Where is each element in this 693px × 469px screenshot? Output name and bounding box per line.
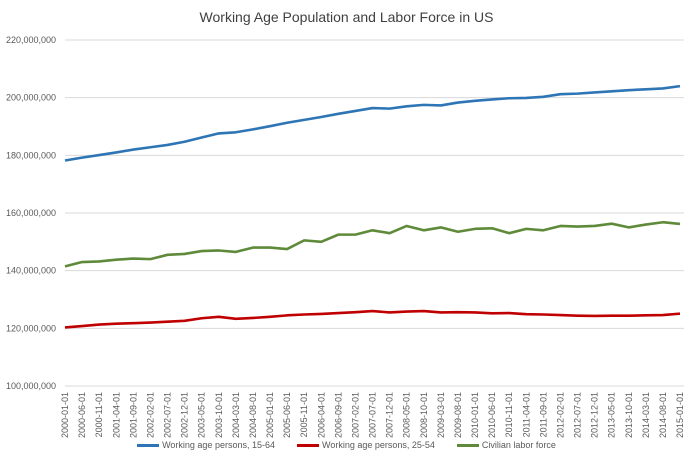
x-tick-label: 2012-07-01 xyxy=(573,392,583,438)
legend: Working age persons, 15-64 Working age p… xyxy=(0,440,693,450)
x-tick-label: 2007-12-01 xyxy=(385,392,395,438)
x-tick-label: 2002-12-01 xyxy=(180,392,190,438)
series-line-2 xyxy=(64,220,681,268)
x-tick-label: 2004-08-01 xyxy=(248,392,258,438)
legend-label: Working age persons, 25-54 xyxy=(321,440,435,450)
x-tick-label: 2001-09-01 xyxy=(128,392,138,438)
y-tick-label: 140,000,000 xyxy=(6,266,56,276)
x-tick-label: 2008-10-01 xyxy=(419,392,429,438)
x-tick-label: 2009-08-01 xyxy=(453,392,463,438)
y-tick-label: 180,000,000 xyxy=(6,150,56,160)
legend-swatch xyxy=(456,443,479,447)
y-tick-label: 160,000,000 xyxy=(6,208,56,218)
x-tick-label: 2006-04-01 xyxy=(316,392,326,438)
x-tick-label: 2011-09-01 xyxy=(538,392,548,437)
x-tick-label: 2012-12-01 xyxy=(590,392,600,438)
x-tick-label: 2000-06-01 xyxy=(77,392,87,438)
y-tick-label: 200,000,000 xyxy=(6,93,56,103)
x-tick-label: 2002-02-01 xyxy=(145,392,155,438)
x-tick-label: 2014-08-01 xyxy=(658,392,668,438)
chart-title: Working Age Population and Labor Force i… xyxy=(199,9,494,25)
legend-item-25-54: Working age persons, 25-54 xyxy=(296,440,435,450)
x-tick-label: 2000-01-01 xyxy=(60,392,70,438)
x-tick-label: 2004-03-01 xyxy=(231,392,241,438)
x-tick-label: 2001-04-01 xyxy=(111,392,121,438)
x-tick-label: 2010-06-01 xyxy=(487,392,497,438)
legend-swatch xyxy=(137,443,160,447)
x-tick-label: 2009-03-01 xyxy=(436,392,446,438)
legend-item-labor-force: Civilian labor force xyxy=(456,440,556,450)
x-tick-label: 2014-03-01 xyxy=(641,392,651,438)
x-tick-label: 2005-11-01 xyxy=(299,392,309,437)
legend-label: Civilian labor force xyxy=(481,440,556,450)
series-line-1 xyxy=(64,309,681,329)
x-tick-label: 2005-06-01 xyxy=(282,392,292,438)
x-tick-label: 2007-02-01 xyxy=(350,392,360,438)
y-tick-label: 100,000,000 xyxy=(6,381,56,391)
x-tick-label: 2013-05-01 xyxy=(607,392,617,438)
x-tick-label: 2010-11-01 xyxy=(504,392,514,437)
y-tick-label: 220,000,000 xyxy=(6,35,56,45)
x-tick-label: 2005-01-01 xyxy=(265,392,275,438)
legend-item-15-64: Working age persons, 15-64 xyxy=(137,440,275,450)
x-tick-label: 2015-01-01 xyxy=(675,392,685,438)
x-tick-label: 2008-05-01 xyxy=(402,392,412,438)
x-tick-label: 2006-09-01 xyxy=(333,392,343,438)
x-tick-label: 2003-10-01 xyxy=(214,392,224,438)
x-tick-label: 2012-02-01 xyxy=(555,392,565,438)
x-tick-label: 2013-10-01 xyxy=(624,392,634,438)
x-tick-label: 2011-04-01 xyxy=(521,392,531,437)
y-tick-label: 120,000,000 xyxy=(6,323,56,333)
x-tick-label: 2010-01-01 xyxy=(470,392,480,438)
x-tick-label: 2000-11-01 xyxy=(94,392,104,437)
x-tick-label: 2002-07-01 xyxy=(163,392,173,438)
legend-swatch xyxy=(296,443,319,447)
x-tick-label: 2003-05-01 xyxy=(197,392,207,438)
legend-label: Working age persons, 15-64 xyxy=(162,440,275,450)
x-tick-label: 2007-07-01 xyxy=(368,392,378,438)
